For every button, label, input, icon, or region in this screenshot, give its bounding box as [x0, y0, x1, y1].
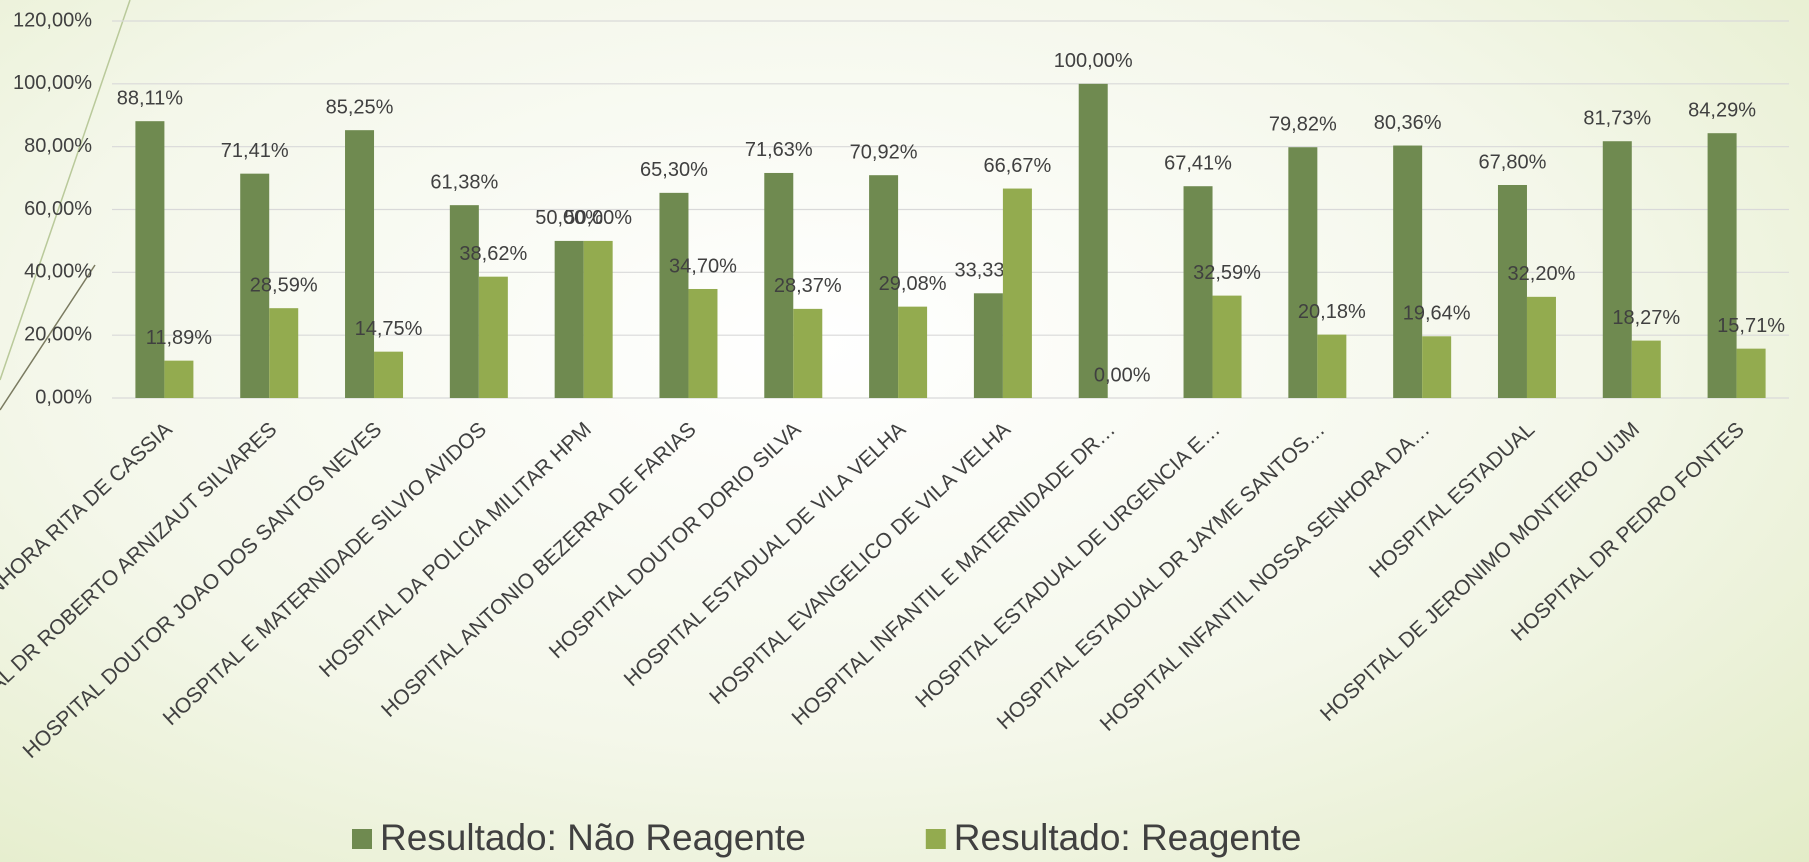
data-label: 32,20%: [1508, 263, 1576, 285]
y-tick-label: 40,00%: [24, 261, 92, 283]
y-tick-label: 0,00%: [35, 386, 92, 408]
legend-swatch: [925, 829, 946, 849]
data-label: 61,38%: [430, 171, 498, 193]
data-label: 34,70%: [669, 255, 737, 277]
data-label: 32,59%: [1193, 262, 1261, 284]
bar: [478, 276, 508, 398]
bar: [764, 172, 794, 398]
y-tick-label: 20,00%: [24, 323, 92, 345]
legend-label: Resultado: Não Reagente: [380, 817, 806, 858]
y-tick-label: 120,00%: [13, 9, 92, 31]
data-label: 85,25%: [326, 96, 394, 118]
bar: [688, 288, 718, 398]
bar: [1212, 295, 1242, 398]
data-label: 84,29%: [1688, 99, 1756, 121]
bar: [374, 351, 404, 398]
bar: [1002, 188, 1032, 398]
data-label: 38,62%: [459, 243, 527, 265]
decoration: [0, 0, 131, 381]
data-label: 65,30%: [640, 159, 708, 181]
bar: [869, 175, 899, 398]
data-label: 18,27%: [1612, 307, 1680, 329]
bar: [1631, 340, 1661, 398]
data-label: 80,36%: [1374, 112, 1442, 134]
data-label: 100,00%: [1054, 50, 1133, 72]
bar: [164, 360, 194, 398]
bar: [793, 308, 823, 398]
data-label: 19,64%: [1403, 303, 1471, 325]
data-label: 11,89%: [146, 327, 213, 349]
data-label: 50,00%: [564, 207, 632, 229]
bar: [1736, 348, 1766, 398]
bar: [345, 130, 375, 398]
data-label: 14,75%: [355, 318, 423, 340]
bar: [1393, 145, 1423, 398]
bar: [583, 240, 613, 398]
bar: [554, 240, 584, 398]
y-tick-label: 60,00%: [24, 198, 92, 220]
data-label: 29,08%: [879, 273, 947, 295]
bar: [269, 308, 299, 398]
bar: [1288, 147, 1318, 398]
x-tick-label: HOSPITAL DR PEDRO FONTES: [1507, 418, 1749, 646]
data-label: 81,73%: [1583, 108, 1651, 130]
bar: [240, 173, 270, 398]
data-label: 88,11%: [117, 87, 184, 109]
data-label: 71,63%: [745, 139, 813, 161]
bar: [1078, 83, 1108, 398]
bar: [1707, 133, 1737, 399]
data-label: 28,59%: [250, 274, 318, 296]
bar: [449, 205, 479, 398]
bar: [1526, 296, 1556, 398]
legend-label: Resultado: Reagente: [954, 817, 1302, 858]
data-label: 79,82%: [1269, 114, 1337, 136]
data-label: 50,00%: [535, 207, 603, 229]
bar: [973, 293, 1003, 398]
bar: [1602, 141, 1632, 399]
legend-swatch: [352, 829, 372, 849]
bar: [1422, 336, 1452, 398]
bar: [1497, 184, 1527, 398]
bar: [1317, 334, 1347, 398]
bar: [659, 192, 689, 398]
data-label: 67,41%: [1164, 153, 1232, 175]
data-label: 20,18%: [1298, 301, 1366, 323]
data-label: 0,00%: [1094, 364, 1151, 386]
data-label: 66,67%: [983, 155, 1051, 177]
x-tick-label: HOSPITAL DOUTOR JOAO DOS SANTOS NEVES: [19, 418, 387, 763]
data-label: 67,80%: [1479, 151, 1547, 173]
bar: [1183, 186, 1213, 398]
y-tick-label: 100,00%: [13, 72, 92, 94]
bar: [135, 121, 165, 399]
bar: [898, 306, 928, 398]
data-label: 71,41%: [221, 140, 289, 162]
data-label: 28,37%: [774, 275, 842, 297]
data-label: 70,92%: [850, 141, 918, 163]
decoration: [0, 264, 96, 411]
data-label: 15,71%: [1717, 315, 1785, 337]
y-tick-label: 80,00%: [24, 135, 92, 157]
